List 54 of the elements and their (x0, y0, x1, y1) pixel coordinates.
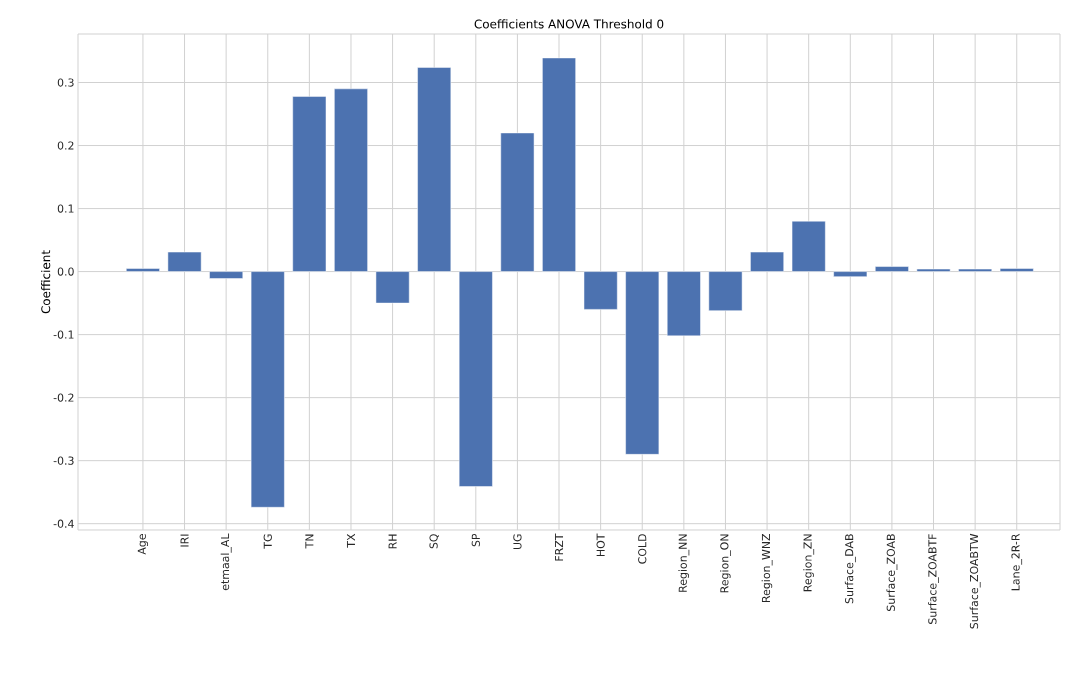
x-tick-label: Region_ON (720, 534, 731, 593)
bar (916, 268, 951, 272)
x-tick-label: Surface_ZOAB (886, 534, 898, 611)
y-tick-label: 0.1 (57, 204, 74, 213)
bar (583, 271, 618, 310)
x-tick-label: Region_ZN (803, 534, 815, 592)
y-tick-label: -0.1 (53, 330, 74, 339)
x-tick-label: etmaal_AL (220, 533, 232, 591)
bar (375, 271, 410, 304)
bar (458, 271, 493, 487)
bar (417, 67, 452, 272)
x-tick-label: HOT (596, 533, 605, 556)
y-axis-title: Coefficient (41, 250, 51, 314)
x-tick-label: TN (305, 534, 314, 549)
chart-title: Coefficients ANOVA Threshold 0 (474, 19, 664, 29)
x-tick-label: Surface_DAB (844, 534, 856, 604)
bar (334, 88, 368, 272)
x-tick-label: Surface_ZOABTW (969, 533, 981, 629)
x-tick-label: SP (471, 533, 480, 547)
bar (875, 266, 909, 272)
bar (791, 220, 826, 272)
y-tick-label: -0.3 (53, 456, 74, 465)
x-tick-label: FRZT (555, 533, 564, 561)
bar (833, 271, 868, 277)
bar (542, 57, 576, 272)
y-tick-label: 0.0 (57, 267, 74, 276)
bar (500, 132, 535, 272)
bar (625, 271, 660, 455)
x-tick-label: UG (513, 534, 522, 550)
bar (708, 271, 743, 311)
y-tick-label: 0.3 (57, 78, 74, 87)
bar (999, 268, 1034, 272)
bar (250, 271, 285, 508)
y-tick-label: -0.4 (53, 519, 74, 528)
x-tick-label: COLD (638, 534, 647, 564)
bar (666, 271, 701, 337)
x-tick-label: IRI (180, 534, 189, 547)
x-tick-label: SQ (429, 534, 439, 549)
x-tick-label: Lane_2R-R (1011, 533, 1023, 591)
bar (292, 96, 327, 272)
y-tick-label: 0.2 (57, 141, 74, 150)
x-tick-label: Region_NN (678, 534, 690, 592)
x-tick-label: Age (137, 534, 149, 555)
bar (209, 271, 244, 279)
x-tick-label: Region_WNZ (761, 533, 773, 602)
bar (167, 251, 202, 272)
x-tick-label: TX (346, 533, 355, 548)
bar (126, 268, 160, 272)
x-tick-label: Surface_ZOABTF (928, 534, 939, 624)
x-tick-label: TG (263, 534, 272, 549)
x-tick-label: RH (388, 534, 397, 549)
bar (750, 251, 784, 272)
bar (958, 268, 993, 272)
y-tick-label: -0.2 (53, 393, 74, 402)
